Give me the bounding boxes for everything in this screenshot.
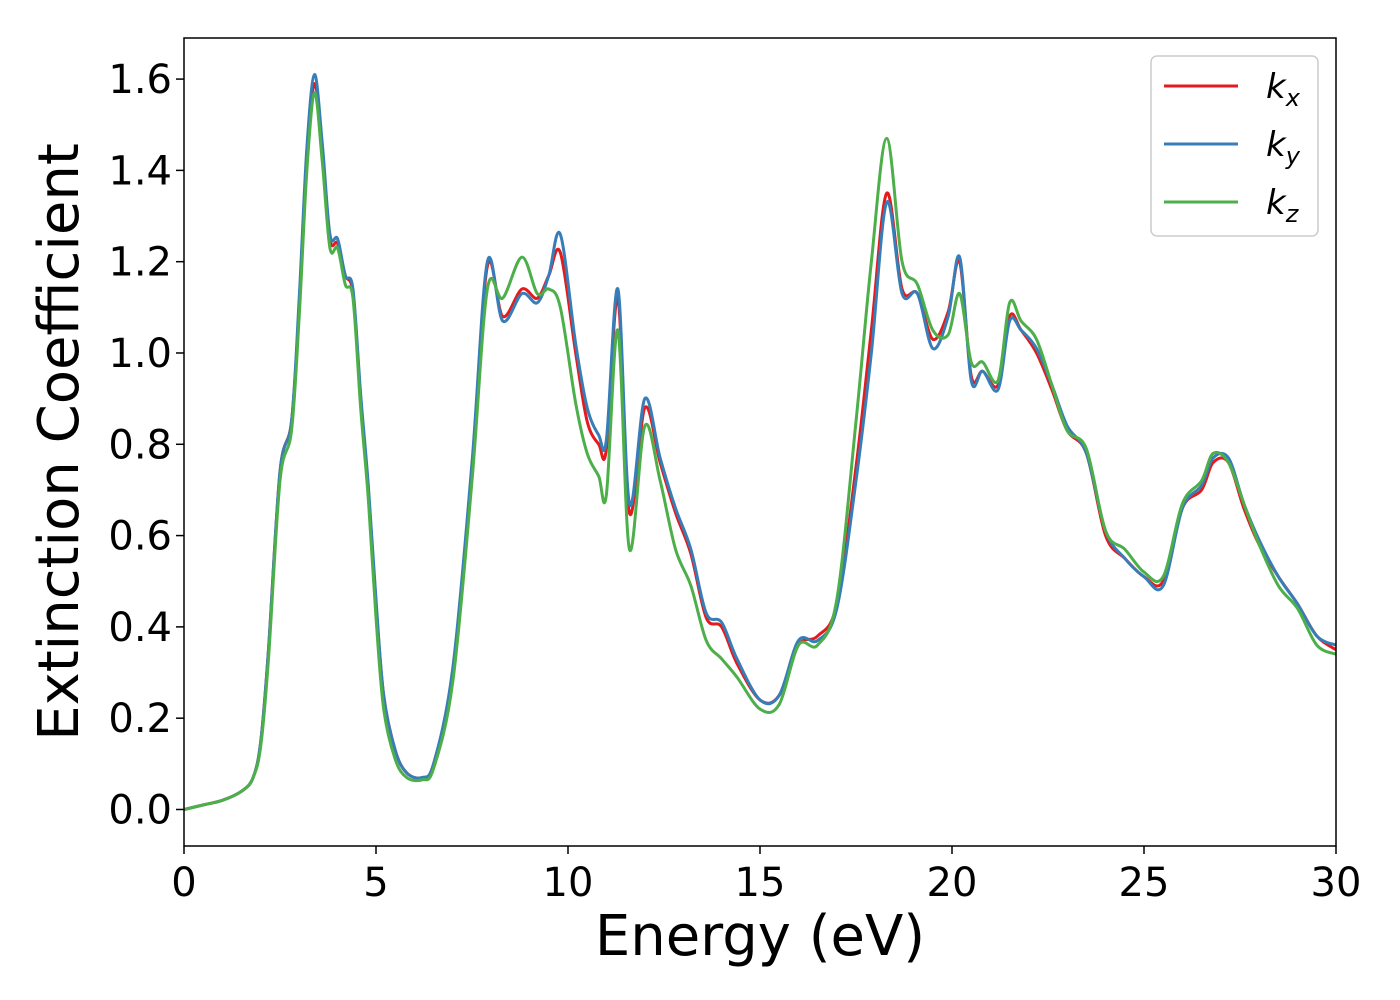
y-tick-label: 0.8 xyxy=(108,422,172,468)
legend-label-z: kz xyxy=(1266,183,1300,228)
legend-label-subscript: x xyxy=(1285,84,1301,112)
series-line-z xyxy=(184,91,1336,811)
legend-label-main: k xyxy=(1266,125,1287,165)
y-tick-label: 1.4 xyxy=(108,148,172,194)
y-tick-label: 1.2 xyxy=(108,240,172,286)
legend-label-subscript: y xyxy=(1285,142,1301,170)
y-tick-label: 0.6 xyxy=(108,514,172,560)
legend-label-main: k xyxy=(1266,183,1287,223)
series-line-y xyxy=(184,73,1336,811)
legend-box xyxy=(1150,55,1319,237)
y-tick-label: 1.0 xyxy=(108,331,172,377)
y-axis-ticks: 0.0 0.2 0.4 0.6 0.8 1.0 1.2 1.4 1.6 xyxy=(108,57,184,833)
legend-label-main: k xyxy=(1266,67,1287,107)
y-tick-label: 1.6 xyxy=(108,57,172,103)
x-tick-label: 10 xyxy=(543,860,594,906)
x-tick-label: 20 xyxy=(927,860,978,906)
x-axis-ticks: 0 5 10 15 20 25 30 xyxy=(171,846,1361,906)
y-axis-title: Extinction Coefficient xyxy=(27,143,92,741)
legend-label-y: ky xyxy=(1266,125,1301,170)
x-tick-label: 25 xyxy=(1119,860,1170,906)
x-tick-label: 5 xyxy=(363,860,388,906)
legend-label-x: kx xyxy=(1266,67,1301,112)
x-tick-label: 30 xyxy=(1311,860,1362,906)
legend-label-subscript: z xyxy=(1285,200,1300,228)
series-layer xyxy=(184,73,1336,811)
y-tick-label: 0.0 xyxy=(108,787,172,833)
y-tick-label: 0.4 xyxy=(108,605,172,651)
x-axis-title: Energy (eV) xyxy=(595,904,925,969)
y-tick-label: 0.2 xyxy=(108,696,172,742)
x-tick-label: 15 xyxy=(735,860,786,906)
x-tick-label: 0 xyxy=(171,860,196,906)
